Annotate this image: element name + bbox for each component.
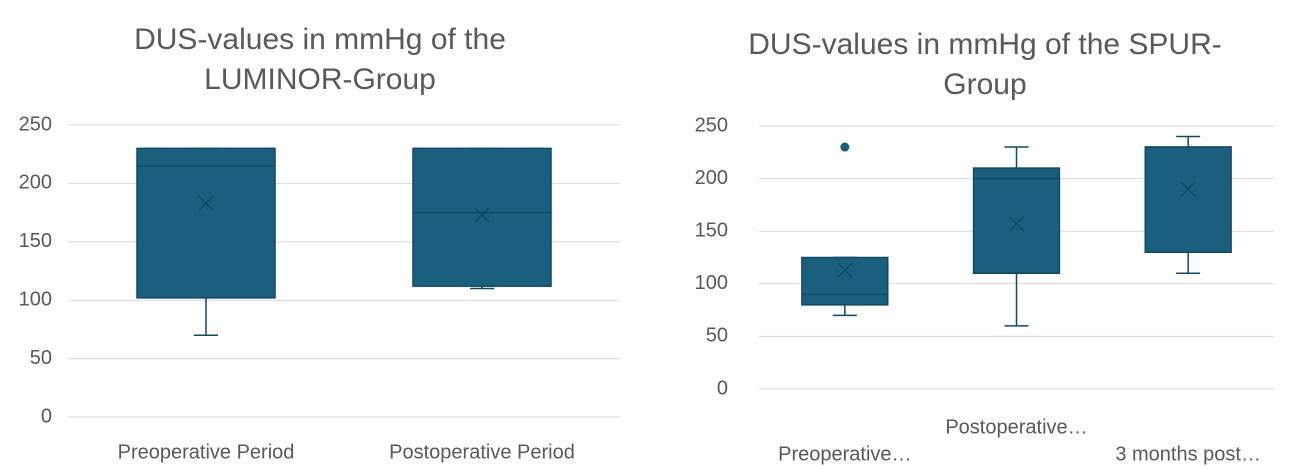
x-tick-label: Postoperative… (945, 416, 1087, 438)
y-tick-label: 200 (19, 172, 52, 194)
y-tick-label: 50 (706, 325, 728, 347)
box (136, 147, 276, 299)
x-tick-label: Preoperative Period (118, 441, 295, 463)
y-tick-label: 250 (695, 114, 728, 136)
box (1144, 146, 1232, 253)
y-tick-label: 100 (19, 288, 52, 310)
y-tick-label: 200 (695, 167, 728, 189)
y-tick-label: 100 (695, 272, 728, 294)
y-tick-label: 0 (717, 377, 728, 399)
chart-title: DUS-values in mmHg of the LUMINOR-Group (134, 23, 506, 96)
y-tick-label: 150 (19, 230, 52, 252)
y-tick-label: 150 (695, 219, 728, 241)
box (972, 167, 1061, 275)
chart-title: DUS-values in mmHg of the SPUR-Group (748, 28, 1222, 101)
box (412, 147, 552, 287)
y-tick-label: 50 (30, 347, 52, 369)
mean-marker (837, 262, 853, 278)
x-tick-label: Postoperative Period (389, 441, 575, 463)
mean-marker (1008, 216, 1025, 232)
mean-marker (1180, 181, 1196, 197)
outlier (840, 142, 850, 152)
x-tick-label: Preoperative… (778, 443, 911, 465)
x-tick-label: 3 months post… (1115, 443, 1261, 465)
box (801, 256, 889, 306)
mean-marker (474, 207, 490, 223)
mean-marker (198, 195, 214, 211)
y-tick-label: 250 (19, 113, 52, 135)
y-tick-label: 0 (41, 405, 52, 427)
